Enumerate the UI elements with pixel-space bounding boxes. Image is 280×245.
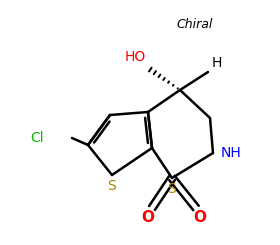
Text: HO: HO <box>125 50 146 64</box>
Text: O: O <box>193 210 206 225</box>
Text: Cl: Cl <box>30 131 44 145</box>
Text: H: H <box>212 56 222 70</box>
Text: S: S <box>108 179 116 193</box>
Text: O: O <box>141 210 155 225</box>
Text: Chiral: Chiral <box>177 18 213 31</box>
Text: NH: NH <box>221 146 242 160</box>
Text: S: S <box>168 182 176 196</box>
